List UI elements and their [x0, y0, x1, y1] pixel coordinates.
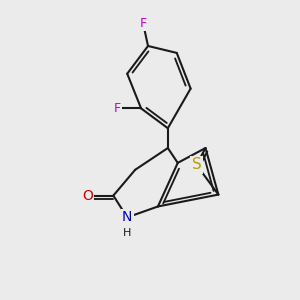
Text: N: N — [122, 210, 132, 224]
Text: F: F — [114, 102, 121, 115]
Text: S: S — [192, 158, 201, 172]
Text: F: F — [140, 17, 147, 30]
Text: O: O — [82, 189, 93, 202]
Text: H: H — [123, 228, 131, 238]
